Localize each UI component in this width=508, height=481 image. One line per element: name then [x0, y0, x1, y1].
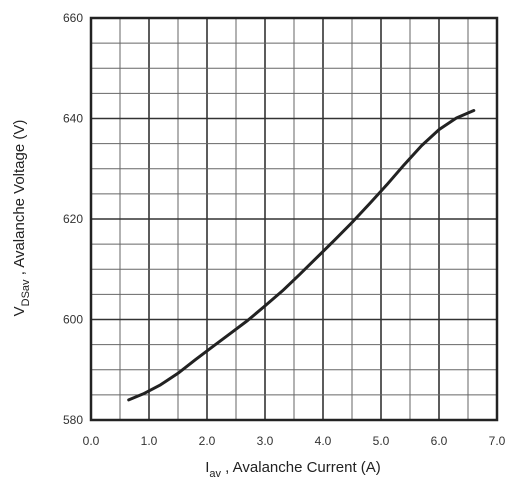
x-tick-labels: 0.0 1.0 2.0 3.0 4.0 5.0 6.0 7.0	[83, 434, 506, 448]
series-line	[127, 109, 476, 402]
x-tick-label: 7.0	[489, 434, 506, 448]
y-tick-label: 620	[63, 212, 83, 226]
x-tick-label: 0.0	[83, 434, 100, 448]
y-axis-label: VDSav , Avalanche Voltage (V)	[11, 120, 32, 317]
x-tick-label: 5.0	[373, 434, 390, 448]
x-axis-label-sub: av	[209, 468, 221, 480]
x-axis-label-main: I	[205, 459, 209, 476]
y-tick-label: 640	[63, 112, 83, 126]
y-tick-labels: 580 600 620 640 660	[63, 11, 83, 427]
y-tick-label: 600	[63, 313, 83, 327]
x-axis-label: Iav , Avalanche Current (A)	[205, 459, 381, 480]
y-axis-label-main: V	[11, 306, 28, 316]
x-tick-label: 3.0	[257, 434, 274, 448]
plot-border	[89, 16, 499, 422]
y-tick-label: 580	[63, 413, 83, 427]
x-tick-label: 1.0	[141, 434, 158, 448]
y-tick-label: 660	[63, 11, 83, 25]
x-tick-label: 4.0	[315, 434, 332, 448]
curve-layer	[127, 109, 476, 402]
x-tick-label: 2.0	[199, 434, 216, 448]
y-axis-label-sub: DSav	[20, 279, 32, 306]
x-axis-label-rest: , Avalanche Current (A)	[221, 459, 381, 476]
y-axis-label-rest: , Avalanche Voltage (V)	[11, 120, 28, 280]
x-tick-label: 6.0	[431, 434, 448, 448]
grid	[91, 18, 497, 420]
